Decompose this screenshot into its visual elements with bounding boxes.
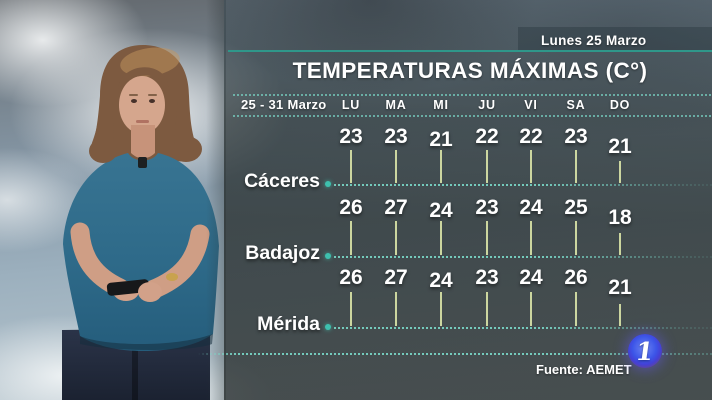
footer-dotted-line	[198, 353, 712, 355]
week-range-label: 25 - 31 Marzo	[241, 97, 327, 112]
day-header-sa: SA	[566, 98, 586, 112]
page-title: TEMPERATURAS MÁXIMAS (C°)	[292, 58, 648, 83]
forecast-panel	[224, 0, 712, 400]
day-header-lu: LU	[341, 98, 361, 112]
broadcast-date-label: Lunes 25 Marzo	[541, 33, 647, 48]
day-header-do: DO	[609, 98, 631, 112]
channel-logo-digit: 1	[634, 336, 656, 366]
source-attribution-label: Fuente: AEMET	[536, 362, 632, 377]
channel-la1-logo: 1	[628, 334, 662, 368]
neck	[131, 125, 155, 159]
watch	[166, 273, 178, 281]
shirt-shading	[80, 334, 213, 351]
day-header-vi: VI	[524, 98, 538, 112]
right-hand	[138, 282, 162, 302]
date-chip-background	[518, 27, 712, 51]
hair-front	[89, 96, 202, 163]
header-dotted-line-top	[233, 94, 712, 96]
day-header-mi: MI	[433, 98, 449, 112]
day-header-ma: MA	[385, 98, 407, 112]
right-forearm	[142, 224, 210, 300]
teal-shirt	[63, 153, 219, 351]
day-header-ju: JU	[478, 98, 496, 112]
presenter-figure	[62, 45, 219, 400]
jeans-seam	[132, 345, 138, 400]
panel-edge-fade	[206, 0, 226, 400]
header-divider-line	[228, 50, 712, 52]
clip-mic	[138, 157, 147, 168]
face	[118, 67, 169, 134]
header-dotted-line-bottom	[233, 115, 712, 117]
